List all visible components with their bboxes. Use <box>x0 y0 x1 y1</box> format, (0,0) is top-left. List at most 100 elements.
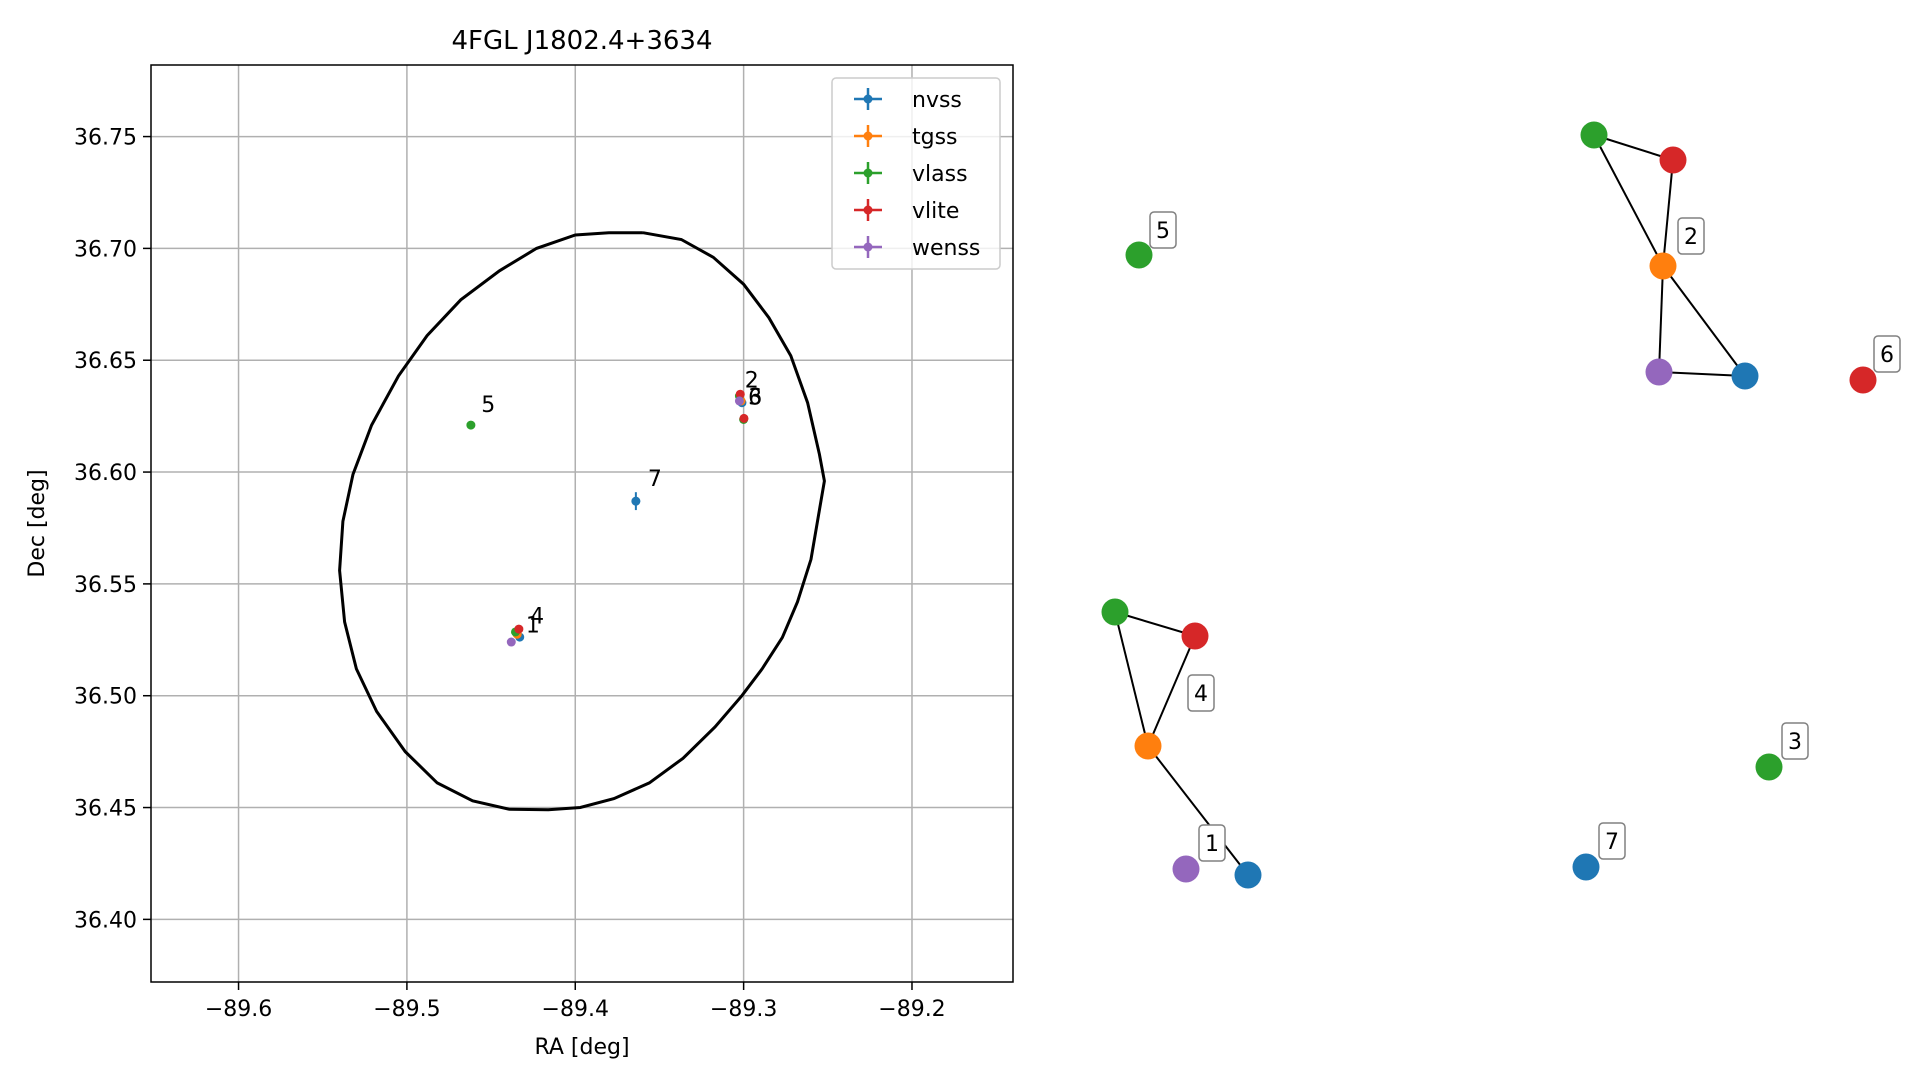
node-label-box <box>1781 722 1809 760</box>
node-label-text: 4 <box>1194 682 1208 707</box>
data-point-nvss <box>631 492 641 511</box>
legend-label: tgss <box>912 125 958 150</box>
network-node-label: 6 <box>1873 335 1901 373</box>
network-node-label: 3 <box>1781 722 1809 760</box>
legend: nvss tgss vlass vlite wenss <box>831 77 1001 270</box>
legend-label: wenss <box>912 236 980 261</box>
legend-item-wenss: wenss <box>854 236 980 261</box>
legend-swatch-dot <box>863 94 873 104</box>
point-marker <box>514 624 524 634</box>
node-label-box <box>1598 822 1626 860</box>
network-edge <box>1658 265 1664 373</box>
data-point-vlass <box>466 420 476 430</box>
network-edge <box>1114 611 1196 637</box>
network-node-nvss <box>1234 861 1262 889</box>
data-point-vlite <box>514 624 524 634</box>
node-label-text: 6 <box>1880 343 1894 368</box>
legend-label: nvss <box>912 88 962 113</box>
node-label-box <box>1873 335 1901 373</box>
network-node-nvss <box>1731 362 1759 390</box>
network-node-label: 4 <box>1187 674 1215 712</box>
legend-label: vlite <box>912 199 959 224</box>
point-marker <box>735 389 745 399</box>
legend-swatch-dot <box>863 205 873 215</box>
legend-item-vlass: vlass <box>854 162 968 187</box>
network-node-wenss <box>1645 358 1673 386</box>
legend-swatch-dot <box>863 168 873 178</box>
point-marker <box>466 420 476 430</box>
node-label-text: 1 <box>1205 832 1219 857</box>
point-marker <box>631 496 641 506</box>
axis-ticks: −89.6 −89.5 −89.4 −89.3 −89.2 36.40 36.45 36.50… <box>74 126 946 1022</box>
network-nodes <box>1101 121 1877 889</box>
network-node-vlite <box>1181 622 1209 650</box>
point-annotation: 7 <box>648 467 662 492</box>
network-panel: 5 2 6 4 1 3 7 <box>1101 121 1901 889</box>
y-tick-label: 36.50 <box>74 685 137 710</box>
network-node-label: 1 <box>1198 824 1226 862</box>
point-annotation: 5 <box>481 393 495 418</box>
node-label-box <box>1149 211 1177 249</box>
legend-swatch-dot <box>863 242 873 252</box>
legend-item-nvss: nvss <box>854 88 962 113</box>
network-node-vlass <box>1125 241 1153 269</box>
chart-title: 4FGL J1802.4+3634 <box>452 26 713 56</box>
data-point-wenss <box>734 396 744 406</box>
network-edge <box>1593 134 1664 267</box>
network-edge <box>1658 371 1746 377</box>
point-annotation: 1 <box>526 613 540 638</box>
legend-item-vlite: vlite <box>854 199 959 224</box>
point-annotation: 2 <box>745 369 759 394</box>
node-label-box <box>1187 674 1215 712</box>
x-tick-label: −89.3 <box>710 997 777 1022</box>
y-tick-label: 36.65 <box>74 349 137 374</box>
node-label-box <box>1198 824 1226 862</box>
network-node-tgss <box>1649 252 1677 280</box>
node-label-text: 2 <box>1684 225 1698 250</box>
legend-swatch-dot <box>863 131 873 141</box>
point-annotation: 3 <box>748 385 762 410</box>
x-tick-label: −89.5 <box>373 997 440 1022</box>
point-marker <box>734 396 744 406</box>
legend-label: vlass <box>912 162 968 187</box>
y-tick-label: 36.75 <box>74 126 137 151</box>
uncertainty-ellipse-layer <box>338 231 826 812</box>
y-tick-label: 36.70 <box>74 237 137 262</box>
node-label-text: 5 <box>1156 219 1170 244</box>
network-edge <box>1147 635 1196 747</box>
legend-box <box>831 77 1001 270</box>
network-edge <box>1662 159 1674 267</box>
network-node-vlass <box>1755 753 1783 781</box>
data-point-wenss <box>506 637 516 647</box>
network-node-labels: 5 2 6 4 1 3 7 <box>1149 211 1901 862</box>
network-node-vlass <box>1580 121 1608 149</box>
node-label-box <box>1677 217 1705 255</box>
point-marker <box>506 637 516 647</box>
node-label-text: 3 <box>1788 730 1802 755</box>
x-tick-label: −89.6 <box>205 997 272 1022</box>
network-node-vlass <box>1101 598 1129 626</box>
network-node-vlite <box>1849 366 1877 394</box>
data-point-vlite <box>739 413 749 423</box>
network-node-wenss <box>1172 855 1200 883</box>
point-annotation: 6 <box>748 385 762 410</box>
network-edge <box>1147 745 1249 876</box>
network-node-tgss <box>1134 732 1162 760</box>
data-point-vlite <box>735 389 745 399</box>
x-tick-label: −89.4 <box>542 997 609 1022</box>
y-tick-label: 36.55 <box>74 573 137 598</box>
network-node-label: 2 <box>1677 217 1705 255</box>
plot-frame <box>150 64 1014 983</box>
y-axis-label: Dec [deg] <box>25 469 50 577</box>
network-edge <box>1662 265 1746 377</box>
network-edges <box>1114 134 1746 876</box>
y-tick-label: 36.60 <box>74 461 137 486</box>
data-points <box>466 389 749 647</box>
x-axis-label: RA [deg] <box>534 1035 629 1060</box>
network-edge <box>1593 134 1674 161</box>
legend-item-tgss: tgss <box>854 125 958 150</box>
network-node-vlite <box>1659 146 1687 174</box>
